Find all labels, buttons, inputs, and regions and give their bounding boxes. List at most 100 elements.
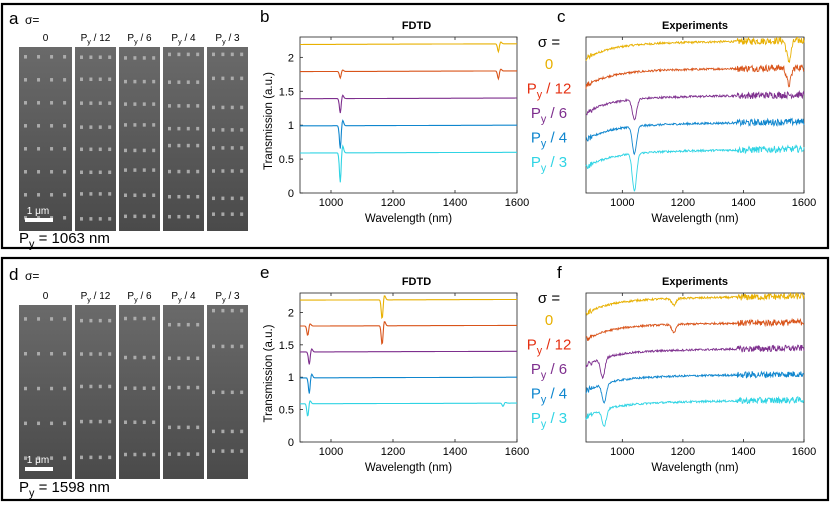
sem-particle bbox=[63, 386, 67, 391]
sem-particle bbox=[133, 123, 137, 127]
sem-particle bbox=[142, 420, 146, 425]
sem-column-label-sub: y bbox=[134, 295, 138, 304]
sem-particle bbox=[212, 429, 215, 434]
period-label-sub: y bbox=[29, 488, 35, 500]
sem-column-label-main: P bbox=[81, 291, 88, 302]
sem-particle bbox=[152, 316, 156, 321]
sem-particle bbox=[108, 101, 112, 105]
sem-particle bbox=[168, 322, 171, 327]
sem-particle bbox=[24, 386, 27, 391]
exp-series-line bbox=[585, 90, 805, 121]
sem-particle bbox=[221, 308, 225, 313]
sem-particle bbox=[24, 216, 27, 220]
sem-particle bbox=[24, 351, 27, 356]
sem-column-label-sub: y bbox=[178, 37, 182, 46]
sem-particle bbox=[221, 146, 225, 150]
sem-particle bbox=[196, 169, 200, 174]
fdtd-series-line bbox=[300, 348, 517, 365]
sem-particle bbox=[152, 420, 156, 425]
sem-particle bbox=[221, 390, 225, 395]
sem-particle bbox=[177, 126, 181, 131]
sem-particle bbox=[124, 316, 127, 321]
sem-particle bbox=[240, 449, 244, 453]
sem-particle bbox=[133, 214, 137, 219]
sem-particle bbox=[221, 169, 225, 173]
sem-particle bbox=[124, 420, 127, 425]
sem-particle bbox=[168, 452, 171, 456]
sem-particle bbox=[142, 214, 146, 219]
sem-column-label: 0 bbox=[43, 33, 49, 44]
sem-particle bbox=[230, 52, 234, 57]
sem-particle bbox=[98, 192, 102, 196]
sem-column-label-main: 0 bbox=[43, 33, 49, 44]
sem-particle bbox=[89, 55, 93, 59]
fdtd-xtick-label: 1400 bbox=[443, 446, 467, 458]
legend-title: σ = bbox=[538, 290, 560, 307]
legend-entry: Py / 3 bbox=[531, 154, 567, 175]
fdtd-series-line bbox=[300, 144, 517, 183]
fdtd-xtick-label: 1000 bbox=[319, 446, 343, 458]
sem-particle bbox=[89, 147, 93, 152]
fdtd-xtick-label: 1000 bbox=[319, 197, 343, 209]
fdtd-axes-box bbox=[299, 36, 518, 194]
sem-particle bbox=[108, 352, 112, 356]
sem-particle bbox=[108, 192, 112, 196]
fdtd-ytick-label: 2 bbox=[288, 52, 294, 64]
sem-particle bbox=[186, 214, 190, 219]
sem-particle bbox=[230, 76, 234, 81]
sem-particle bbox=[124, 168, 127, 172]
fdtd-ylabel: Transmission (a.u.) bbox=[263, 324, 275, 422]
sem-particle bbox=[108, 318, 112, 323]
sem-particle bbox=[98, 147, 102, 152]
sem-column-label-tail: / 4 bbox=[182, 291, 196, 302]
sem-tile bbox=[163, 305, 204, 479]
sem-column-label-main: P bbox=[127, 33, 134, 44]
sem-particle bbox=[124, 123, 127, 127]
sem-particle bbox=[124, 452, 127, 457]
sem-column-label-tail: / 4 bbox=[182, 33, 196, 44]
sem-particle bbox=[24, 147, 27, 151]
sem-particle bbox=[230, 169, 234, 173]
sem-column-label-tail: / 6 bbox=[138, 291, 152, 302]
sem-column-label-sub: y bbox=[178, 295, 182, 304]
sem-particle bbox=[89, 419, 93, 424]
exp-axes-box bbox=[585, 36, 805, 194]
sem-column-label-sub: y bbox=[87, 295, 91, 304]
exp-xtick-label: 1000 bbox=[610, 197, 634, 209]
fdtd-xtick-label: 1600 bbox=[505, 197, 529, 209]
legend-entry-sub: y bbox=[541, 370, 547, 382]
sem-particle bbox=[230, 390, 234, 395]
sem-image bbox=[163, 305, 204, 479]
sem-particle bbox=[133, 148, 137, 153]
sem-particle bbox=[50, 456, 54, 460]
sem-column-label-tail: / 3 bbox=[226, 33, 240, 44]
sem-particle bbox=[133, 79, 137, 84]
sem-image bbox=[19, 47, 72, 231]
sem-column-label-tail: / 6 bbox=[138, 33, 152, 44]
fdtd-ylabel: Transmission (a.u.) bbox=[263, 72, 275, 170]
sem-tile bbox=[75, 47, 116, 231]
legend-entry: Py / 4 bbox=[531, 130, 567, 151]
sem-particle bbox=[50, 147, 54, 151]
sem-particle bbox=[63, 216, 67, 220]
sem-particle bbox=[133, 316, 137, 321]
sem-particle bbox=[98, 455, 102, 460]
sem-particle bbox=[80, 170, 83, 175]
sem-particle bbox=[212, 52, 215, 57]
sem-particle bbox=[152, 168, 156, 172]
legend-entry: Py / 4 bbox=[531, 386, 567, 407]
fdtd-axes-box bbox=[299, 292, 518, 443]
fdtd-series-line bbox=[300, 119, 517, 149]
fdtd-xtick-label: 1200 bbox=[381, 446, 405, 458]
sem-particle bbox=[89, 101, 93, 105]
panel-label-sem: d bbox=[9, 265, 18, 284]
sem-particle bbox=[50, 351, 54, 356]
scale-bar bbox=[25, 467, 53, 471]
exp-series-line bbox=[585, 395, 805, 427]
sem-particle bbox=[24, 55, 27, 59]
sem-particle bbox=[80, 55, 83, 59]
legend-entry-main: 0 bbox=[545, 56, 553, 73]
sem-particle bbox=[240, 308, 244, 313]
sem-particle bbox=[37, 386, 41, 391]
sem-particle bbox=[63, 78, 67, 82]
